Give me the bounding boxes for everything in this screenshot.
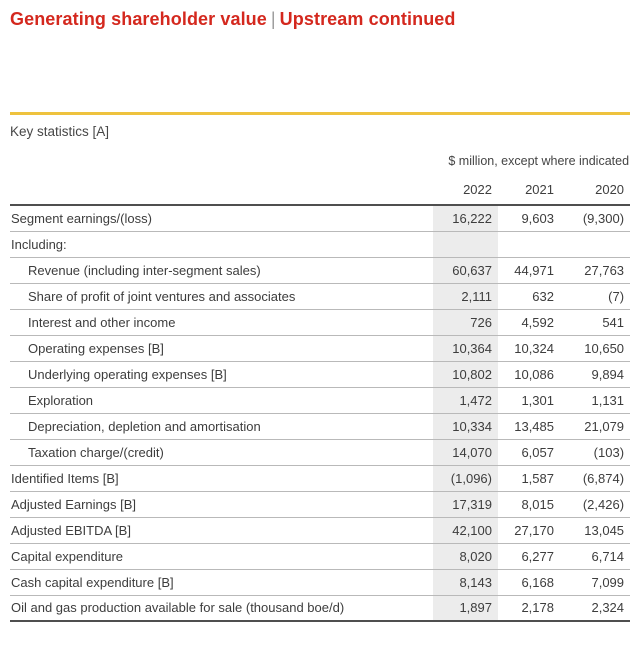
row-value-2022: 17,319 (433, 491, 498, 517)
table-row: Interest and other income 726 4,592 541 (10, 309, 631, 335)
table-row: Capital expenditure 8,020 6,277 6,714 (10, 543, 631, 569)
page-title-left: Generating shareholder value (10, 9, 267, 29)
row-value-2022: 10,364 (433, 335, 498, 361)
row-value-2022: 10,334 (433, 413, 498, 439)
section-title: Key statistics [A] (10, 124, 110, 139)
row-value-2022: 42,100 (433, 517, 498, 543)
row-value-2020: (2,426) (582, 496, 625, 512)
row-value-2022: 1,472 (433, 387, 498, 413)
row-value-2021: 9,603 (521, 210, 554, 226)
row-value-2022: 8,143 (433, 569, 498, 595)
row-value-2021: 1,587 (521, 470, 554, 486)
row-value-2021: 6,168 (521, 574, 554, 590)
table-row: Adjusted EBITDA [B] 42,100 27,170 13,045 (10, 517, 631, 543)
row-value-2021: 6,057 (521, 444, 554, 460)
page-title: Generating shareholder value | Upstream co… (10, 0, 630, 30)
row-label: Operating expenses [B] (28, 340, 164, 356)
row-value-2022 (433, 231, 498, 257)
row-value-2020: 21,079 (584, 418, 625, 434)
row-value-2022: 2,111 (433, 283, 498, 309)
table-row: Taxation charge/(credit) 14,070 6,057 (103) (10, 439, 631, 465)
row-label: Cash capital expenditure [B] (11, 574, 174, 590)
row-label: Adjusted Earnings [B] (11, 496, 137, 512)
row-value-2022: (1,096) (433, 465, 498, 491)
unit-note-row: $ million, except where indicated (10, 140, 630, 172)
row-value-2020: (6,874) (582, 470, 625, 486)
table-row: Adjusted Earnings [B] 17,319 8,015 (2,426) (10, 491, 631, 517)
key-statistics-table: $ million, except where indicated 2022 2… (10, 140, 631, 622)
table-row: Revenue (including inter-segment sales) 6… (10, 257, 631, 283)
column-header-2022: 2022 (463, 182, 492, 197)
row-value-2020: (7) (608, 288, 625, 304)
row-label: Identified Items [B] (11, 470, 119, 486)
empty-header-cell (10, 172, 433, 205)
row-label: Exploration (28, 392, 94, 408)
row-value-2021: 44,971 (514, 262, 554, 278)
row-value-2022: 16,222 (433, 205, 498, 231)
row-label: Depreciation, depletion and amortisation (28, 418, 261, 434)
table-row: Operating expenses [B] 10,364 10,324 10,650 (10, 335, 631, 361)
stats-table-body: Segment earnings/(loss) 16,222 9,603 (9,300… (10, 205, 631, 621)
table-row: Oil and gas production available for sal… (10, 595, 631, 621)
row-label: Taxation charge/(credit) (28, 444, 164, 460)
row-value-2021: 27,170 (514, 522, 554, 538)
row-label: Segment earnings/(loss) (11, 210, 152, 226)
row-value-2021 (498, 231, 560, 257)
table-row: Segment earnings/(loss) 16,222 9,603 (9,300… (10, 205, 630, 231)
year-header-row: 2022 2021 2020 (10, 172, 630, 205)
row-value-2022: 8,020 (433, 543, 498, 569)
column-header-2021: 2021 (525, 182, 554, 197)
row-value-2020: 27,763 (584, 262, 625, 278)
report-page: Generating shareholder value | Upstream co… (10, 0, 631, 622)
row-label: Underlying operating expenses [B] (28, 366, 227, 382)
row-value-2022: 60,637 (433, 257, 498, 283)
row-value-2021: 13,485 (514, 418, 554, 434)
section-divider-rule (10, 112, 630, 115)
row-value-2022: 726 (433, 309, 498, 335)
row-value-2021: 4,592 (521, 314, 554, 330)
row-value-2020: (9,300) (582, 210, 625, 226)
row-value-2020: 13,045 (584, 522, 625, 538)
row-value-2020: 7,099 (591, 574, 625, 590)
unit-note: $ million, except where indicated (448, 154, 630, 168)
row-value-2021: 10,324 (514, 340, 554, 356)
row-label: Capital expenditure (11, 548, 124, 564)
row-value-2021: 2,178 (521, 600, 554, 616)
row-value-2022: 14,070 (433, 439, 498, 465)
row-label: Adjusted EBITDA [B] (11, 522, 131, 538)
row-value-2020: 9,894 (591, 366, 625, 382)
table-header: $ million, except where indicated 2022 2… (10, 140, 631, 205)
row-label: Oil and gas production available for sal… (11, 600, 345, 616)
row-label: Including: (11, 236, 67, 252)
table-row: Identified Items [B] (1,096) 1,587 (6,874) (10, 465, 631, 491)
page-title-right: Upstream continued (279, 9, 456, 29)
table-row: Underlying operating expenses [B] 10,802 1… (10, 361, 631, 387)
row-value-2020: 6,714 (591, 548, 625, 564)
row-value-2020 (560, 231, 630, 257)
table-row: Exploration 1,472 1,301 1,131 (10, 387, 631, 413)
title-separator: | (270, 9, 276, 29)
table-row: Cash capital expenditure [B] 8,143 6,168 7,… (10, 569, 631, 595)
row-value-2022: 1,897 (433, 595, 498, 621)
row-value-2022: 10,802 (433, 361, 498, 387)
row-value-2021: 1,301 (521, 392, 554, 408)
row-value-2021: 10,086 (514, 366, 554, 382)
row-value-2021: 6,277 (521, 548, 554, 564)
row-label: Interest and other income (28, 314, 176, 330)
column-header-2020: 2020 (595, 182, 625, 197)
row-value-2020: (103) (593, 444, 625, 460)
row-value-2021: 8,015 (521, 496, 554, 512)
row-value-2020: 541 (602, 314, 625, 330)
table-row: Share of profit of joint ventures and as… (10, 283, 631, 309)
row-label: Revenue (including inter-segment sales) (28, 262, 261, 278)
row-value-2020: 2,324 (591, 600, 625, 616)
table-row: Including: (10, 231, 631, 257)
row-value-2021: 632 (532, 288, 554, 304)
row-value-2020: 10,650 (584, 340, 625, 356)
table-row: Depreciation, depletion and amortisation… (10, 413, 631, 439)
row-value-2020: 1,131 (591, 392, 625, 408)
row-label: Share of profit of joint ventures and as… (28, 288, 296, 304)
